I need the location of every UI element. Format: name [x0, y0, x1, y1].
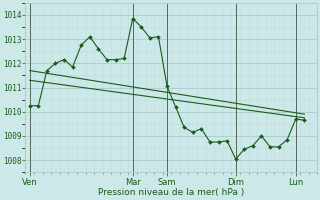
X-axis label: Pression niveau de la mer( hPa ): Pression niveau de la mer( hPa ) — [98, 188, 244, 197]
